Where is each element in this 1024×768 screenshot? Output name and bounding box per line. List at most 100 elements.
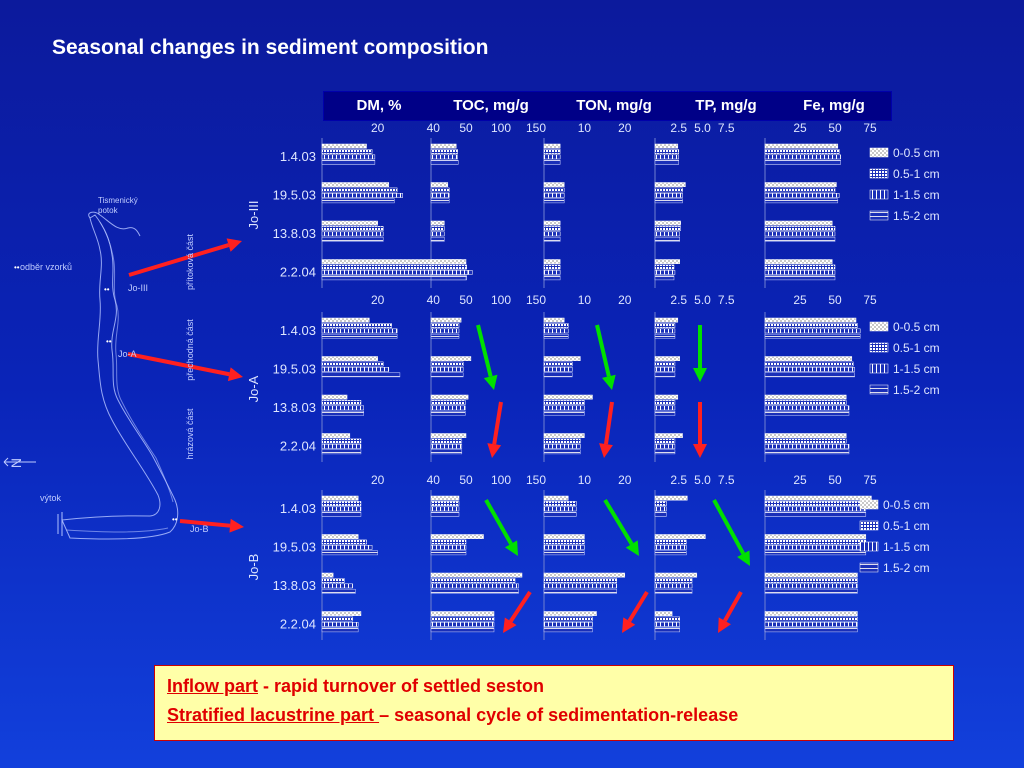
tick-label: 50 xyxy=(828,293,842,307)
bar xyxy=(543,270,561,275)
bar xyxy=(430,356,472,361)
tick-label: 10 xyxy=(578,121,592,135)
bar xyxy=(430,550,467,556)
bar xyxy=(764,159,841,165)
bar xyxy=(764,270,836,275)
bar xyxy=(543,193,565,198)
bar xyxy=(321,275,467,281)
bar xyxy=(654,367,676,372)
bar xyxy=(543,372,573,378)
bar xyxy=(430,438,463,444)
map-label-jo-b: Jo-B xyxy=(190,524,209,534)
legend-entry: 1-1.5 cm xyxy=(883,540,930,554)
bar xyxy=(430,588,519,594)
trend-arrow xyxy=(693,402,707,458)
bar xyxy=(764,578,858,583)
legend-swatch xyxy=(859,562,879,573)
bar xyxy=(654,588,693,594)
bar xyxy=(543,182,565,187)
bar xyxy=(321,501,362,506)
bar xyxy=(543,356,581,361)
bar xyxy=(430,264,467,270)
trend-arrow xyxy=(179,518,244,533)
bar xyxy=(764,193,840,198)
bar xyxy=(430,231,445,237)
tick-label: 7.5 xyxy=(718,473,735,487)
bar xyxy=(764,226,836,231)
date-label: 1.4.03 xyxy=(280,501,316,516)
bar xyxy=(321,159,376,165)
bar xyxy=(430,394,469,400)
legend-entry: 0-0.5 cm xyxy=(883,498,930,512)
date-label: 13.8.03 xyxy=(273,226,316,241)
inflow-note: Inflow part - rapid turnover of settled … xyxy=(167,676,941,697)
bar xyxy=(654,405,676,411)
arrow-head xyxy=(737,550,750,566)
bar xyxy=(543,616,593,622)
legend-swatch xyxy=(869,363,889,374)
bar xyxy=(764,275,836,281)
legend-swatch xyxy=(869,384,889,395)
bar xyxy=(430,511,460,517)
bar xyxy=(430,433,467,438)
tick-label: 7.5 xyxy=(718,121,735,135)
bar xyxy=(430,449,463,455)
bar xyxy=(764,410,850,416)
bar xyxy=(430,611,495,616)
arrow-head xyxy=(227,367,243,382)
bar xyxy=(321,506,362,512)
bar xyxy=(654,356,680,361)
map-label-transition-part: přechodná část xyxy=(185,319,195,381)
bar xyxy=(321,149,373,154)
bar xyxy=(543,611,597,616)
bar xyxy=(321,264,467,270)
bar xyxy=(321,583,353,589)
tick-label: 10 xyxy=(578,293,592,307)
bar xyxy=(321,372,401,378)
map-label-jo-iii: Jo-III xyxy=(128,283,148,293)
bar xyxy=(543,159,561,165)
bar xyxy=(764,317,857,323)
bar xyxy=(654,534,706,539)
legend-entry: 0.5-1 cm xyxy=(893,167,940,181)
tick-label: 5.0 xyxy=(694,121,711,135)
bar xyxy=(430,220,445,226)
bar xyxy=(764,545,867,550)
bar xyxy=(764,511,867,517)
bar xyxy=(764,328,861,334)
trend-arrow xyxy=(693,325,707,382)
trend-arrow xyxy=(622,590,649,633)
legend-entry: 0-0.5 cm xyxy=(893,320,940,334)
bar xyxy=(764,438,847,444)
bar xyxy=(430,275,467,281)
bar xyxy=(430,259,467,264)
bar xyxy=(764,400,847,405)
bar xyxy=(321,270,473,275)
legend-entry: 0.5-1 cm xyxy=(893,341,940,355)
bar xyxy=(430,534,484,539)
bar xyxy=(764,572,858,578)
bar xyxy=(543,583,617,589)
bar xyxy=(654,433,683,438)
bar xyxy=(764,405,850,411)
tick-label: 100 xyxy=(491,293,511,307)
legend-entry: 1.5-2 cm xyxy=(893,383,940,397)
arrow-shaft xyxy=(712,499,746,555)
tick-label: 2.5 xyxy=(670,121,687,135)
bar xyxy=(764,583,858,589)
bar xyxy=(654,187,683,193)
bar xyxy=(321,622,359,627)
bar xyxy=(321,367,390,372)
bar xyxy=(764,588,858,594)
trend-arrow xyxy=(487,401,503,458)
bar xyxy=(764,627,858,633)
arrow-head xyxy=(229,518,244,533)
north-head xyxy=(3,457,9,463)
bar xyxy=(764,231,836,237)
bar xyxy=(543,394,593,400)
bar xyxy=(543,275,561,281)
site-marker-icon: •• xyxy=(104,285,110,294)
bar xyxy=(543,545,585,550)
bar xyxy=(321,187,398,193)
